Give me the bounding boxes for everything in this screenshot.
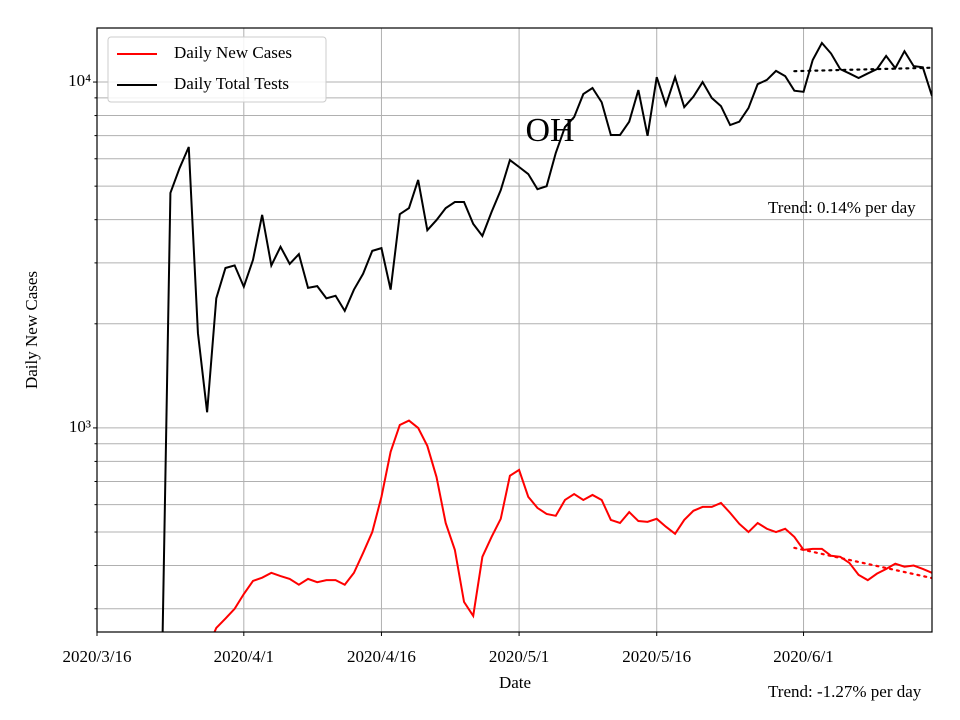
- x-tick-label: 2020/4/1: [214, 647, 274, 666]
- y-axis-label: Daily New Cases: [22, 271, 41, 389]
- x-tick-label: 2020/3/16: [63, 647, 132, 666]
- x-tick-label: 2020/4/16: [347, 647, 416, 666]
- trend-line: [793, 66, 932, 73]
- data-line: [213, 419, 932, 632]
- data-line: [161, 41, 932, 632]
- y-tick-label: 10⁴: [68, 71, 91, 90]
- x-tick-label: 2020/5/1: [489, 647, 549, 666]
- legend-label: Daily New Cases: [174, 43, 292, 62]
- legend-label: Daily Total Tests: [174, 74, 289, 93]
- y-tick-label: 10³: [69, 417, 91, 436]
- plot-frame: [96, 27, 933, 633]
- x-tick-label: 2020/6/1: [773, 647, 833, 666]
- legend: Daily New Cases Daily Total Tests: [107, 36, 327, 103]
- x-axis-label: Date: [499, 673, 531, 692]
- trend-line: [793, 546, 932, 580]
- annotation: Trend: 0.14% per day: [768, 198, 916, 217]
- chart-title: OH: [525, 112, 574, 149]
- annotation: Trend: -1.27% per day: [768, 682, 922, 701]
- legend-box: [107, 36, 327, 103]
- x-tick-label: 2020/5/16: [622, 647, 691, 666]
